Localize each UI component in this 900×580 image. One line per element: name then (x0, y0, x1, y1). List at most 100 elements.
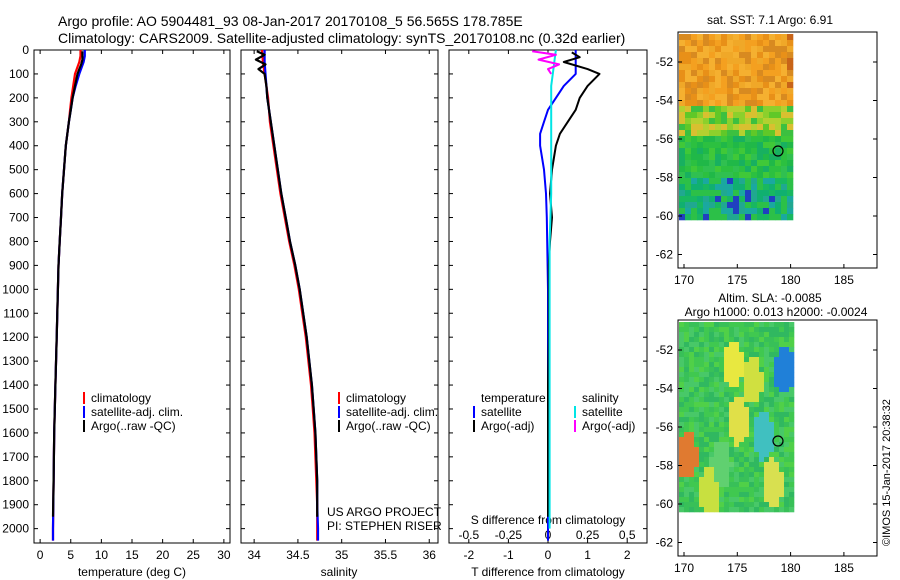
x-tick-label: -0.25 (495, 528, 523, 542)
sla-cell (729, 402, 735, 408)
sst-cell (685, 70, 692, 77)
sla-cell (759, 482, 765, 488)
sla-cell (719, 342, 725, 348)
sla-cell (789, 432, 795, 438)
sla-cell (699, 442, 705, 448)
sst-cell (715, 64, 722, 71)
sla-cell (754, 362, 760, 368)
sla-map-title1: Altim. SLA: -0.0085 (718, 291, 822, 305)
sst-cell (751, 190, 758, 197)
sla-cell (709, 342, 715, 348)
sla-cell (694, 347, 700, 353)
sst-cell (703, 148, 710, 155)
sst-cell (679, 166, 686, 173)
sla-cell (764, 322, 770, 328)
sst-cell (685, 118, 692, 125)
sst-cell (751, 142, 758, 149)
sst-cell (727, 112, 734, 119)
sla-cell (789, 417, 795, 423)
sla-cell (719, 487, 725, 493)
sst-cell (769, 106, 776, 113)
map-y-tick-label: -52 (656, 343, 674, 357)
depth-tick-label: 1900 (2, 498, 29, 512)
sla-cell (789, 392, 795, 398)
sla-cell (789, 402, 795, 408)
sla-cell (779, 422, 785, 428)
sla-cell (784, 437, 790, 443)
sst-cell (739, 208, 746, 215)
sla-cell (679, 402, 685, 408)
sla-cell (739, 492, 745, 498)
sla-cell (759, 417, 765, 423)
map-x-tick-label: 170 (674, 273, 694, 287)
sst-cell (757, 148, 764, 155)
sst-cell (691, 58, 698, 65)
sla-cell (789, 492, 795, 498)
sla-cell (694, 417, 700, 423)
sla-cell (694, 372, 700, 378)
sst-cell (685, 196, 692, 203)
sst-cell (703, 130, 710, 137)
sla-cell (704, 407, 710, 413)
sst-cell (757, 214, 764, 221)
sst-cell (721, 142, 728, 149)
sst-cell (709, 106, 716, 113)
sst-cell (697, 184, 704, 191)
sla-cell (759, 347, 765, 353)
sst-cell (709, 46, 716, 53)
sst-cell (733, 178, 740, 185)
sla-cell (744, 342, 750, 348)
sla-cell (749, 352, 755, 358)
sst-cell (727, 88, 734, 95)
sst-cell (679, 64, 686, 71)
sla-cell (684, 417, 690, 423)
sla-cell (709, 497, 715, 503)
sst-cell (703, 184, 710, 191)
sla-cell (789, 337, 795, 343)
sla-cell (749, 382, 755, 388)
sst-cell (691, 142, 698, 149)
sla-cell (719, 322, 725, 328)
sst-cell (745, 82, 752, 89)
sla-cell (779, 452, 785, 458)
sst-cell (715, 166, 722, 173)
sla-cell (774, 387, 780, 393)
sst-cell (739, 214, 746, 221)
sla-cell (704, 327, 710, 333)
sst-cell (721, 64, 728, 71)
sst-cell (721, 82, 728, 89)
sla-cell (729, 482, 735, 488)
sst-cell (745, 142, 752, 149)
sla-cell (719, 337, 725, 343)
sla-cell (714, 432, 720, 438)
sla-cell (744, 492, 750, 498)
sst-cell (751, 64, 758, 71)
sst-cell (679, 202, 686, 209)
sla-cell (769, 482, 775, 488)
sla-cell (769, 502, 775, 508)
sla-cell (789, 452, 795, 458)
legend-label-argo: Argo(..raw -QC) (346, 419, 431, 433)
sst-cell (703, 106, 710, 113)
sst-cell (781, 172, 788, 179)
sla-cell (734, 497, 740, 503)
sst-cell (781, 118, 788, 125)
sst-cell (787, 160, 794, 167)
sst-cell (769, 118, 776, 125)
sla-cell (679, 392, 685, 398)
sla-cell (714, 507, 720, 513)
sla-cell (699, 487, 705, 493)
sst-cell (685, 112, 692, 119)
sla-cell (694, 432, 700, 438)
sla-cell (709, 392, 715, 398)
sla-cell (749, 412, 755, 418)
sst-cell (703, 178, 710, 185)
sla-cell (709, 502, 715, 508)
sst-cell (697, 214, 704, 221)
sst-cell (691, 184, 698, 191)
sla-cell (754, 367, 760, 373)
sst-cell (733, 52, 740, 59)
sla-cell (699, 492, 705, 498)
sla-cell (684, 332, 690, 338)
sst-cell (709, 124, 716, 131)
